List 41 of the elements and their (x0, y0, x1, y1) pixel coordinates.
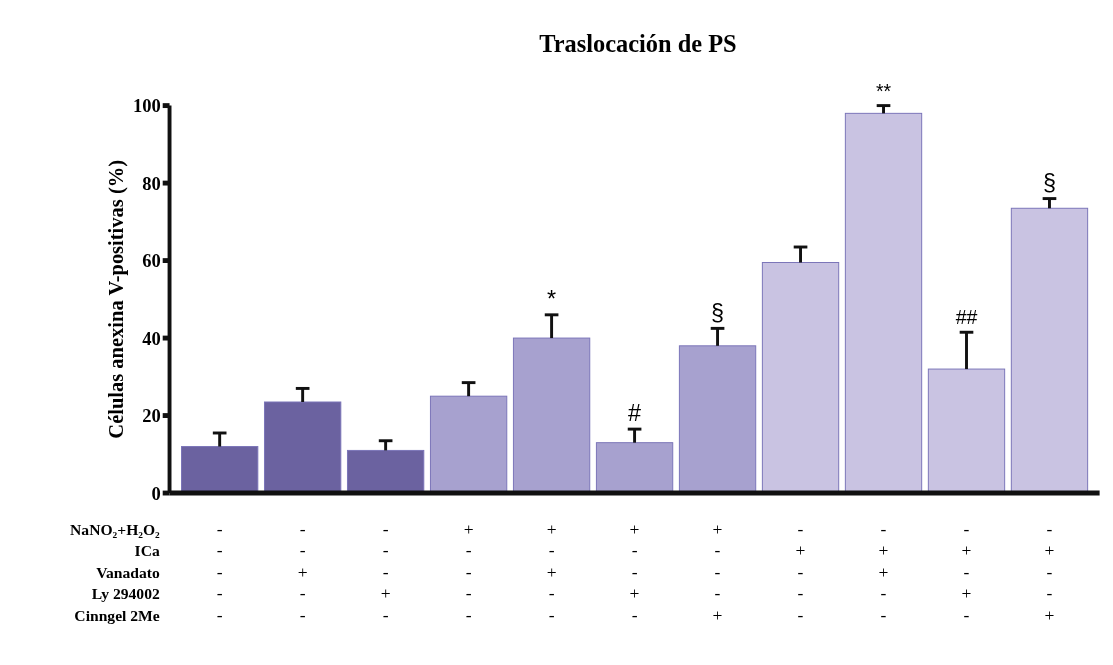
annotation: * (547, 286, 557, 313)
bar (844, 112, 923, 494)
text: Cinngel 2Me (74, 606, 160, 624)
y-tick-label: 100 (132, 95, 161, 117)
text: Ly 294002 (91, 585, 160, 603)
y-axis-title: Células anexina V-positivas (%) (104, 159, 128, 439)
chart-title: Traslocación de PS (539, 29, 737, 57)
x-tick-label: + - - + - (629, 519, 640, 625)
x-tick-label: - - - - - (216, 519, 223, 625)
annotation: ** (875, 79, 892, 102)
annotation: # (628, 400, 642, 427)
x-tick-label: + - - - - (463, 519, 474, 625)
text: ICa (134, 542, 160, 560)
bar (429, 395, 508, 494)
x-tick-label: - + - + - (961, 519, 972, 625)
bar (678, 345, 757, 494)
bar (346, 449, 425, 494)
y-tick-label: 20 (142, 405, 161, 427)
bar (761, 262, 840, 494)
bar (927, 368, 1006, 494)
annotation: § (711, 299, 725, 326)
y-tick-label: 60 (142, 250, 161, 272)
y-tick-label: 40 (142, 327, 161, 349)
y-tick-label: 80 (142, 172, 161, 194)
x-tick-label: - + - - + (1044, 519, 1055, 625)
x-tick-label: + - - - + (712, 519, 723, 625)
annotation: § (1042, 169, 1056, 196)
text: NaNO₂+H₂O₂ (70, 521, 161, 539)
bar (181, 446, 259, 494)
x-tick-label: - - + - - (297, 519, 308, 625)
bar (1010, 207, 1089, 494)
x-tick-label: + - + - - (546, 519, 557, 625)
x-tick-label: - - - + - (380, 519, 391, 625)
bar (512, 337, 591, 494)
x-tick-label: - + - - - (795, 519, 806, 625)
x-tick-label: - + + - - (878, 519, 889, 625)
bar (595, 442, 674, 494)
annotation: ## (955, 306, 978, 329)
bar (263, 401, 342, 494)
text: Vanadato (96, 563, 160, 581)
y-tick-label: 0 (151, 482, 161, 504)
